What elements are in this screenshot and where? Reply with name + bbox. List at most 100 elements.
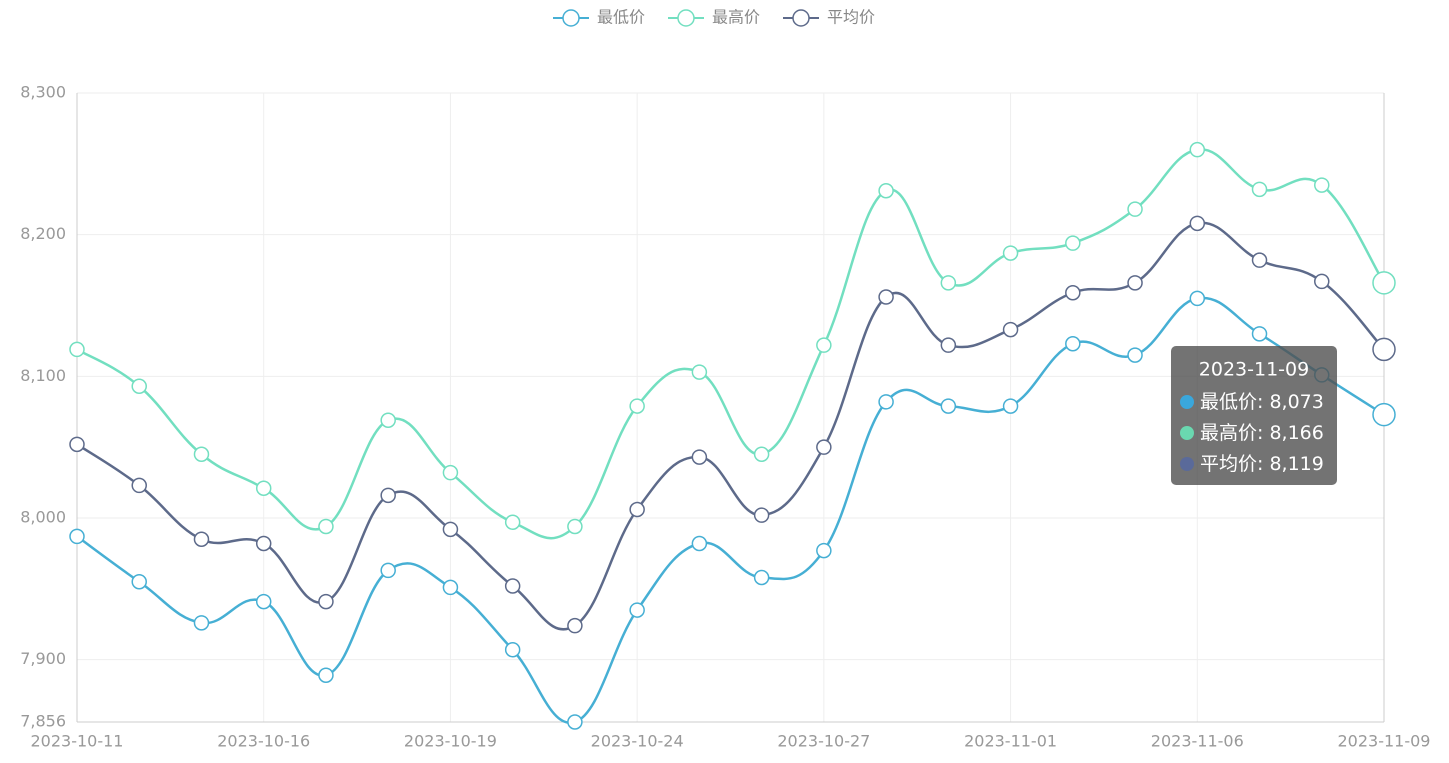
point — [816, 439, 832, 455]
point — [629, 398, 645, 414]
point — [1189, 141, 1206, 158]
point — [1251, 252, 1268, 268]
point — [1127, 201, 1143, 217]
point — [816, 337, 832, 353]
tooltip-dot — [1180, 457, 1194, 471]
tooltip-row: 最低价: 8,073 — [1200, 391, 1324, 413]
series-line — [76, 221, 1385, 631]
point — [69, 436, 85, 453]
tooltip-dot — [1180, 426, 1194, 440]
x-tick-label: 2023-11-09 — [1338, 732, 1431, 751]
y-tick-label: 8,200 — [20, 224, 66, 243]
point — [318, 518, 334, 535]
point — [1251, 326, 1268, 342]
point — [193, 446, 210, 462]
point — [380, 487, 396, 504]
point — [940, 398, 957, 414]
point — [1127, 275, 1143, 291]
point — [131, 378, 147, 394]
x-tick-label: 2023-10-27 — [777, 732, 870, 751]
point — [442, 464, 459, 481]
point — [1127, 347, 1143, 363]
y-tick-label: 7,900 — [20, 649, 66, 668]
tooltip-name: 最低价 — [1200, 391, 1257, 413]
legend-marker — [792, 9, 810, 27]
point — [629, 602, 645, 618]
point — [1002, 398, 1019, 414]
point — [131, 574, 147, 590]
y-tick-label: 8,300 — [20, 83, 66, 102]
tooltip-value: 8,119 — [1269, 453, 1323, 475]
point — [255, 535, 272, 552]
point — [504, 514, 521, 530]
point — [504, 578, 521, 594]
point — [691, 449, 708, 465]
point — [1372, 271, 1396, 295]
point — [1065, 235, 1081, 251]
legend-item: 最高价 — [668, 8, 760, 27]
point — [753, 446, 770, 462]
legend-label: 最高价 — [712, 8, 760, 27]
tooltip-row: 最高价: 8,166 — [1200, 422, 1324, 444]
point — [629, 501, 645, 518]
point — [255, 593, 272, 610]
point — [567, 714, 583, 730]
tooltip-dot — [1180, 395, 1194, 409]
point — [69, 341, 85, 358]
point — [1065, 336, 1081, 352]
tooltip-box — [1171, 346, 1337, 485]
x-tick-label: 2023-10-19 — [404, 732, 497, 751]
x-tick-label: 2023-10-16 — [217, 732, 310, 751]
point — [753, 507, 770, 523]
point — [878, 183, 894, 199]
point — [940, 275, 957, 291]
point — [567, 617, 583, 634]
point — [1314, 273, 1330, 290]
legend-marker — [677, 9, 695, 27]
point — [193, 615, 210, 631]
tooltip-row: 平均价: 8,119 — [1200, 453, 1324, 475]
tooltip-value: 8,073 — [1269, 391, 1323, 413]
point — [1189, 290, 1206, 307]
legend-label: 最低价 — [597, 8, 645, 27]
tooltip-sep: : — [1257, 391, 1269, 413]
point — [442, 579, 459, 596]
tooltip-name: 平均价 — [1200, 453, 1257, 475]
point — [504, 642, 521, 658]
y-tick-label: 8,000 — [20, 508, 66, 527]
point — [380, 562, 396, 579]
tooltip-value: 8,166 — [1269, 422, 1323, 444]
point — [878, 394, 894, 410]
legend-item: 平均价 — [783, 8, 875, 27]
x-tick-label: 2023-11-06 — [1151, 732, 1244, 751]
point — [1065, 285, 1081, 301]
x-tick-label: 2023-11-01 — [964, 732, 1057, 751]
point — [318, 593, 334, 610]
point — [753, 569, 770, 586]
point — [1372, 337, 1396, 362]
point — [131, 477, 147, 494]
legend-marker — [562, 9, 580, 27]
point — [1002, 321, 1019, 338]
tooltip-name: 最高价 — [1200, 422, 1257, 444]
tooltip-sep: : — [1257, 422, 1269, 444]
point — [318, 667, 334, 683]
x-tick-label: 2023-10-11 — [31, 732, 124, 751]
point — [1002, 245, 1019, 261]
point — [691, 535, 708, 552]
y-tick-label: 8,100 — [20, 366, 66, 385]
point — [69, 528, 85, 545]
point — [442, 521, 459, 538]
point — [1189, 215, 1206, 232]
series-line — [76, 296, 1385, 724]
point — [878, 289, 894, 305]
point — [193, 531, 210, 547]
point — [1372, 402, 1396, 427]
point — [691, 364, 708, 380]
tooltip-sep: : — [1257, 453, 1269, 475]
legend-label: 平均价 — [827, 8, 875, 27]
point — [1314, 177, 1330, 193]
point — [255, 480, 272, 496]
